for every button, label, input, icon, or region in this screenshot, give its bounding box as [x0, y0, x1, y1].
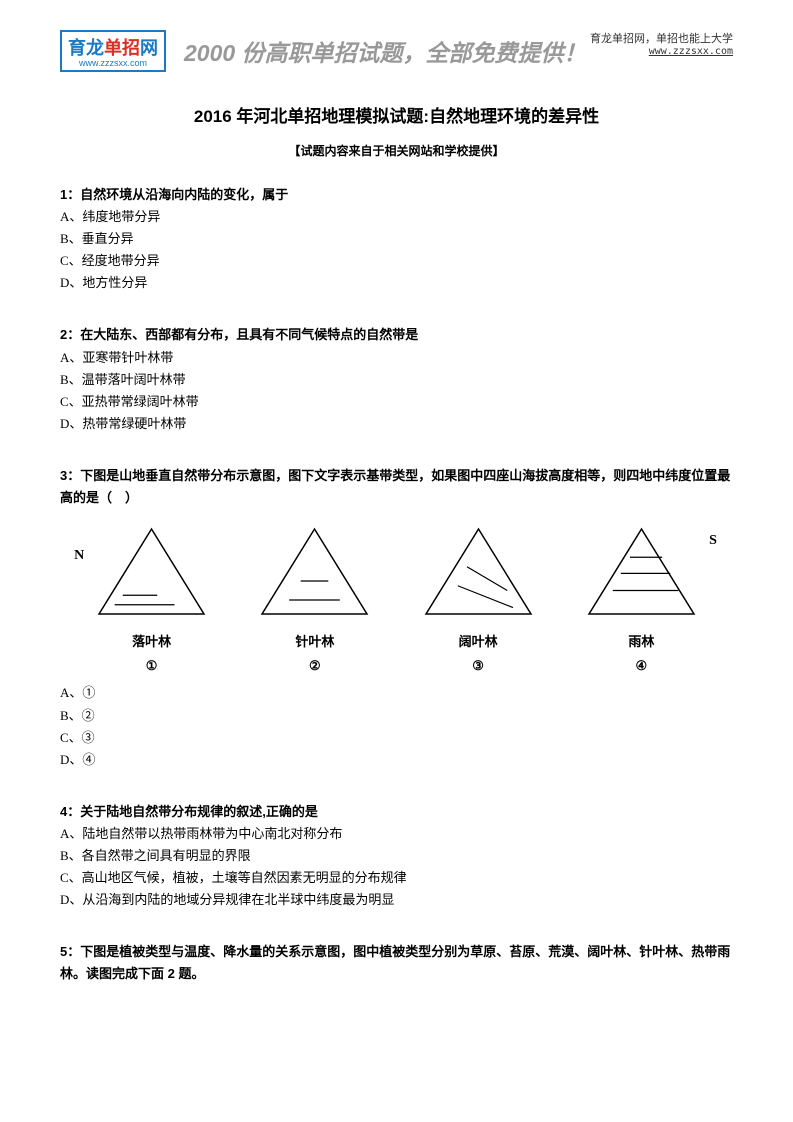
- q3-text: 3：下图是山地垂直自然带分布示意图，图下文字表示基带类型，如果图中四座山海拔高度…: [60, 465, 733, 509]
- triangle-3-label: 阔叶林: [421, 631, 536, 653]
- question-1: 1：自然环境从沿海向内陆的变化，属于 A、纬度地带分异 B、垂直分异 C、经度地…: [60, 184, 733, 294]
- q4-option-b: B、各自然带之间具有明显的界限: [60, 845, 733, 867]
- triangle-4-svg: [584, 524, 699, 619]
- q1-option-c: C、经度地带分异: [60, 250, 733, 272]
- question-2: 2：在大陆东、西部都有分布，且具有不同气候特点的自然带是 A、亚寒带针叶林带 B…: [60, 324, 733, 434]
- header-right-url: www.zzzsxx.com: [590, 46, 733, 57]
- question-3: 3：下图是山地垂直自然带分布示意图，图下文字表示基带类型，如果图中四座山海拔高度…: [60, 465, 733, 771]
- logo-url: www.zzzsxx.com: [68, 58, 158, 68]
- q4-option-a: A、陆地自然带以热带雨林带为中心南北对称分布: [60, 823, 733, 845]
- q2-option-b: B、温带落叶阔叶林带: [60, 369, 733, 391]
- q3-option-c: C、③: [60, 727, 733, 749]
- slogan-text: 2000 份高职单招试题，全部免费提供！: [184, 34, 587, 68]
- question-5: 5：下图是植被类型与温度、降水量的关系示意图，图中植被类型分别为草原、苔原、荒漠…: [60, 941, 733, 985]
- triangle-diagram: N 落叶林 ① 针叶林 ② 阔叶林 ③ S 雨林 ④: [60, 524, 733, 677]
- logo-red: 单招: [104, 38, 140, 58]
- logo-area: 育龙单招网 www.zzzsxx.com 2000 份高职单招试题，全部免费提供…: [60, 30, 587, 72]
- triangle-2-svg: [257, 524, 372, 619]
- triangle-3-svg: [421, 524, 536, 619]
- q1-option-d: D、地方性分异: [60, 272, 733, 294]
- triangle-1: N 落叶林 ①: [94, 524, 209, 677]
- q3-option-d: D、④: [60, 749, 733, 771]
- triangle-2: 针叶林 ②: [257, 524, 372, 677]
- q2-option-a: A、亚寒带针叶林带: [60, 347, 733, 369]
- q2-text: 2：在大陆东、西部都有分布，且具有不同气候特点的自然带是: [60, 324, 733, 346]
- logo-block: 育龙单招网 www.zzzsxx.com: [60, 30, 174, 72]
- q5-text: 5：下图是植被类型与温度、降水量的关系示意图，图中植被类型分别为草原、苔原、荒漠…: [60, 941, 733, 985]
- triangle-3: 阔叶林 ③: [421, 524, 536, 677]
- triangle-3-num: ③: [421, 655, 536, 677]
- page-subtitle: 【试题内容来自于相关网站和学校提供】: [60, 142, 733, 159]
- q4-text: 4：关于陆地自然带分布规律的叙述,正确的是: [60, 801, 733, 823]
- logo-box: 育龙单招网 www.zzzsxx.com: [60, 30, 166, 72]
- q2-option-c: C、亚热带常绿阔叶林带: [60, 391, 733, 413]
- triangle-2-label: 针叶林: [257, 631, 372, 653]
- s-label: S: [709, 529, 717, 553]
- triangle-4-label: 雨林: [584, 631, 699, 653]
- logo-main: 育龙: [68, 38, 104, 58]
- triangle-4: S 雨林 ④: [584, 524, 699, 677]
- q4-option-c: C、高山地区气候，植被，土壤等自然因素无明显的分布规律: [60, 867, 733, 889]
- triangle-1-num: ①: [94, 655, 209, 677]
- question-4: 4：关于陆地自然带分布规律的叙述,正确的是 A、陆地自然带以热带雨林带为中心南北…: [60, 801, 733, 911]
- q1-option-b: B、垂直分异: [60, 228, 733, 250]
- page-title: 2016 年河北单招地理模拟试题:自然地理环境的差异性: [60, 102, 733, 127]
- n-label: N: [74, 544, 84, 568]
- triangle-4-num: ④: [584, 655, 699, 677]
- triangle-1-label: 落叶林: [94, 631, 209, 653]
- q1-text: 1：自然环境从沿海向内陆的变化，属于: [60, 184, 733, 206]
- triangle-1-svg: [94, 524, 209, 619]
- logo-suffix: 网: [140, 38, 158, 58]
- q4-option-d: D、从沿海到内陆的地域分异规律在北半球中纬度最为明显: [60, 889, 733, 911]
- header-right-text: 育龙单招网，单招也能上大学: [590, 30, 733, 46]
- page-header: 育龙单招网 www.zzzsxx.com 2000 份高职单招试题，全部免费提供…: [60, 30, 733, 72]
- q2-option-d: D、热带常绿硬叶林带: [60, 413, 733, 435]
- header-right: 育龙单招网，单招也能上大学 www.zzzsxx.com: [590, 30, 733, 57]
- triangle-2-num: ②: [257, 655, 372, 677]
- q3-option-b: B、②: [60, 705, 733, 727]
- q3-option-a: A、①: [60, 682, 733, 704]
- q1-option-a: A、纬度地带分异: [60, 206, 733, 228]
